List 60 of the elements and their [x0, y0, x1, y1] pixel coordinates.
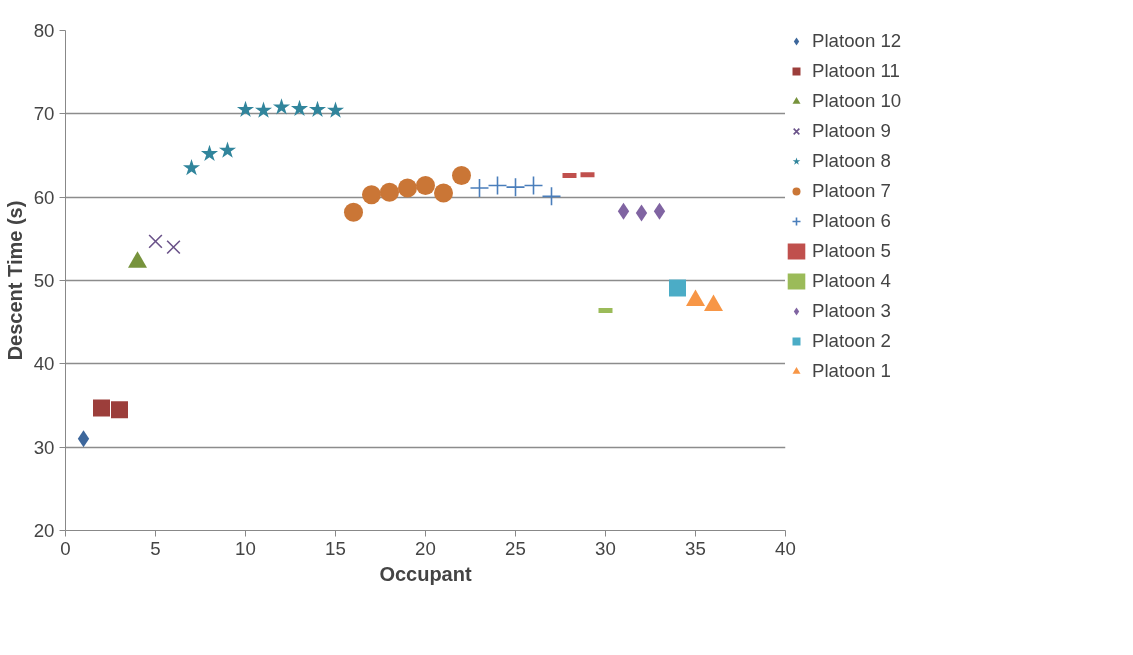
point [290, 99, 309, 117]
point [326, 101, 345, 118]
point [308, 100, 327, 117]
y-tick-label: 80 [33, 20, 55, 41]
x-tick-label: 10 [235, 537, 256, 559]
y-tick-label: 50 [33, 270, 55, 291]
legend-label: Platoon 3 [812, 300, 891, 322]
point [669, 279, 686, 297]
point [111, 401, 128, 419]
x-tick-label: 20 [415, 537, 436, 559]
x-tick-label: 0 [60, 537, 71, 559]
point [200, 144, 219, 162]
legend-label: Platoon 8 [812, 150, 891, 172]
y-axis-title: Descent Time (s) [3, 200, 26, 361]
point [344, 202, 363, 222]
legend-label: Platoon 11 [812, 60, 900, 82]
point [148, 234, 163, 249]
point [398, 178, 417, 198]
point [77, 430, 90, 448]
y-tick-label: 60 [33, 186, 55, 208]
point [93, 399, 110, 417]
point [272, 98, 291, 115]
y-tick-label: 30 [33, 436, 55, 458]
point [434, 183, 453, 203]
point [416, 176, 435, 195]
x-tick-label: 40 [775, 537, 796, 559]
legend-label: Platoon 12 [812, 30, 902, 52]
legend-label: Platoon 6 [812, 210, 891, 232]
point [505, 177, 526, 197]
legend-label: Platoon 1 [812, 360, 891, 382]
legend-label: Platoon 5 [812, 240, 891, 262]
x-tick-label: 30 [595, 537, 616, 559]
point [469, 178, 490, 198]
legend-label: Platoon 4 [812, 270, 891, 292]
legend-label: Platoon 2 [812, 330, 891, 352]
point [166, 240, 181, 255]
legend-label: Platoon 7 [812, 180, 891, 202]
point [254, 101, 273, 118]
point [362, 185, 381, 205]
point [380, 182, 399, 202]
point [182, 159, 201, 176]
point [523, 175, 544, 196]
x-tick-label: 15 [325, 537, 346, 559]
y-tick-label: 70 [33, 103, 55, 125]
x-tick-label: 25 [505, 537, 526, 559]
legend-label: Platoon 9 [812, 120, 891, 142]
point [487, 175, 508, 196]
point [236, 100, 255, 117]
y-tick-label: 40 [33, 353, 55, 375]
point [653, 202, 666, 220]
legend-label: Platoon 10 [812, 90, 902, 112]
point [218, 141, 237, 158]
x-tick-label: 5 [150, 537, 161, 559]
y-tick-label: 20 [33, 520, 55, 541]
x-tick-label: 35 [685, 537, 706, 559]
point [635, 204, 648, 222]
point [617, 202, 630, 220]
point [452, 166, 471, 185]
x-axis-title: Occupant [379, 562, 472, 585]
point [541, 186, 562, 207]
